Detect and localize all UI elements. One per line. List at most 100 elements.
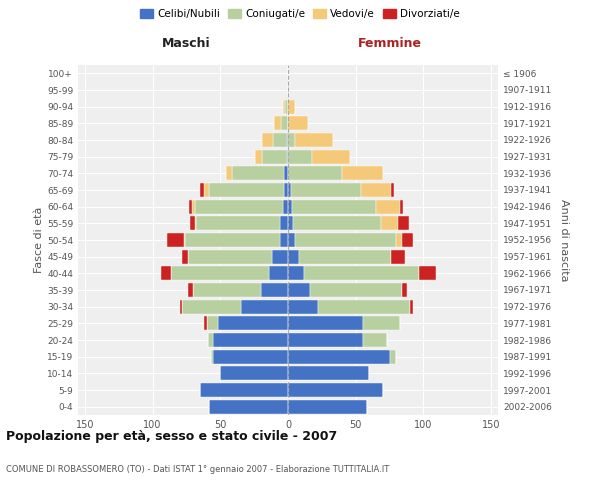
Bar [190,216,194,230]
Bar [362,333,387,347]
Bar [167,233,184,247]
Bar [256,150,262,164]
Bar [179,300,182,314]
Bar [402,233,413,247]
Y-axis label: Anni di nascita: Anni di nascita [559,198,569,281]
Bar [288,250,299,264]
Bar [402,283,407,297]
Bar [376,200,400,214]
Bar [288,283,310,297]
Bar [182,250,188,264]
Bar [342,166,383,180]
Bar [288,100,295,114]
Bar [218,316,288,330]
Bar [274,116,281,130]
Bar [313,150,350,164]
Bar [288,216,293,230]
Bar [310,283,402,297]
Bar [262,150,287,164]
Bar [288,316,362,330]
Bar [288,350,389,364]
Bar [200,183,204,197]
Bar [288,400,367,414]
Bar [292,200,376,214]
Bar [182,300,241,314]
Bar [193,283,261,297]
Bar [288,200,292,214]
Bar [288,333,362,347]
Bar [287,133,288,147]
Bar [188,250,272,264]
Bar [204,316,207,330]
Bar [288,266,304,280]
Bar [185,233,280,247]
Bar [288,183,291,197]
Bar [288,133,295,147]
Bar [288,300,318,314]
Bar [283,100,285,114]
Bar [172,266,269,280]
Bar [232,166,284,180]
Bar [295,133,333,147]
Bar [400,200,403,214]
Bar [288,150,313,164]
Bar [287,150,288,164]
Bar [288,233,295,247]
Bar [288,166,342,180]
Bar [299,250,391,264]
Bar [288,383,383,397]
Bar [361,183,391,197]
Bar [207,316,218,330]
Bar [288,366,369,380]
Bar [192,200,194,214]
Bar [410,300,413,314]
Bar [288,83,289,97]
Bar [295,233,397,247]
Bar [304,266,419,280]
Bar [293,216,382,230]
Bar [280,233,288,247]
Bar [220,366,288,380]
Bar [209,400,288,414]
Bar [269,266,288,280]
Bar [398,216,409,230]
Bar [214,333,288,347]
Bar [288,116,308,130]
Bar [391,250,404,264]
Legend: Celibi/Nubili, Coniugati/e, Vedovi/e, Divorziati/e: Celibi/Nubili, Coniugati/e, Vedovi/e, Di… [136,5,464,24]
Bar [389,350,397,364]
Bar [200,383,288,397]
Bar [226,166,232,180]
Bar [204,183,209,197]
Bar [214,350,288,364]
Bar [194,216,196,230]
Bar [194,200,283,214]
Text: Maschi: Maschi [162,37,211,50]
Bar [196,216,280,230]
Bar [291,183,361,197]
Bar [391,183,394,197]
Bar [362,316,400,330]
Bar [318,300,410,314]
Bar [284,183,288,197]
Text: COMUNE DI ROBASSOMERO (TO) - Dati ISTAT 1° gennaio 2007 - Elaborazione TUTTITALI: COMUNE DI ROBASSOMERO (TO) - Dati ISTAT … [6,465,389,474]
Bar [273,133,287,147]
Bar [382,216,398,230]
Bar [281,116,288,130]
Bar [184,233,185,247]
Bar [280,216,288,230]
Bar [189,200,192,214]
Bar [262,133,273,147]
Bar [211,350,214,364]
Text: Popolazione per età, sesso e stato civile - 2007: Popolazione per età, sesso e stato civil… [6,430,337,443]
Bar [285,100,288,114]
Bar [241,300,288,314]
Y-axis label: Fasce di età: Fasce di età [34,207,44,273]
Bar [208,333,214,347]
Bar [283,200,288,214]
Text: Femmine: Femmine [358,37,422,50]
Bar [261,283,288,297]
Bar [419,266,436,280]
Bar [188,283,193,297]
Bar [397,233,402,247]
